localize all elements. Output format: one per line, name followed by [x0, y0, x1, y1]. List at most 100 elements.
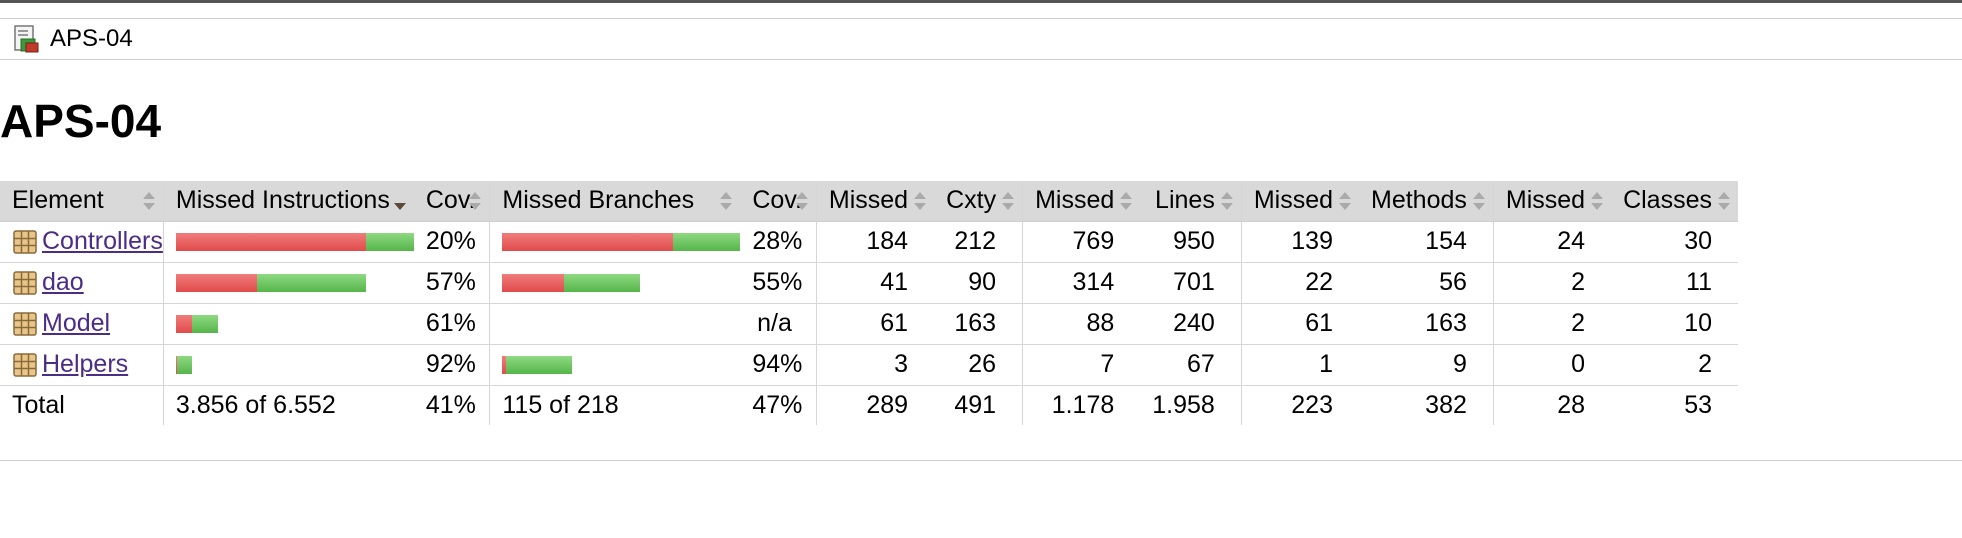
missed-cxty: 184	[815, 221, 935, 263]
total-missed-branches: 115 of 218	[489, 385, 741, 425]
header-cxty[interactable]: Cxty	[934, 181, 1023, 222]
coverage-table: Element Missed Instructions Cov. Missed …	[0, 181, 1738, 425]
cxty: 90	[934, 262, 1023, 304]
branches-coverage: 55%	[740, 262, 817, 304]
missed-bar-segment	[502, 232, 674, 251]
missed-lines: 7	[1022, 344, 1141, 386]
total-lines: 1.958	[1152, 390, 1215, 419]
element-cell-content: dao	[12, 268, 163, 297]
element-cell: Helpers	[0, 344, 164, 386]
classes: 11	[1611, 262, 1738, 304]
classes: 2	[1611, 344, 1738, 386]
package-icon	[12, 270, 38, 296]
sort-icon	[1591, 191, 1604, 210]
covered-bar-segment	[673, 232, 741, 251]
total-branches-coverage: 47%	[752, 390, 803, 419]
lines: 67	[1140, 344, 1242, 386]
header-instructions-coverage[interactable]: Cov.	[413, 181, 490, 222]
covered-bar-segment	[564, 273, 641, 292]
header-missed-cxty[interactable]: Missed	[815, 181, 935, 222]
missed-methods: 139	[1240, 221, 1359, 263]
total-missed-instructions: 3.856 of 6.552	[162, 385, 414, 425]
element-cell: Controllers	[0, 221, 164, 263]
missed-instructions	[162, 303, 414, 345]
package-icon	[12, 352, 38, 378]
header-missed-methods[interactable]: Missed	[1240, 181, 1359, 222]
missed-classes: 2	[1492, 303, 1612, 345]
header-branches-coverage[interactable]: Cov.	[740, 181, 817, 222]
missed-branches	[489, 303, 741, 345]
missed-cxty: 61	[815, 303, 935, 345]
total-missed-lines: 1.178	[1022, 385, 1141, 425]
element-cell-content: Controllers	[12, 227, 163, 256]
missed-methods: 22	[1240, 262, 1359, 304]
header-missed-branches[interactable]: Missed Branches	[489, 181, 741, 222]
table-header-row: Element Missed Instructions Cov. Missed …	[0, 181, 1738, 222]
missed-branches-bar	[502, 273, 740, 292]
total-row: Total 3.856 of 6.552 41% 115 of 218 47% …	[0, 385, 1738, 425]
package-icon	[12, 229, 38, 255]
header-missed-instructions[interactable]: Missed Instructions	[162, 181, 414, 222]
package-link[interactable]: Model	[42, 309, 111, 337]
element-cell-content: Helpers	[12, 350, 163, 379]
missed-branches-bar	[502, 355, 740, 374]
sort-icon	[1002, 191, 1015, 210]
sort-icon	[1220, 191, 1233, 210]
header-classes[interactable]: Classes	[1611, 181, 1738, 222]
sort-icon	[795, 191, 808, 210]
package-link[interactable]: Helpers	[42, 350, 129, 378]
missed-classes: 0	[1492, 344, 1612, 386]
element-cell: dao	[0, 262, 164, 304]
table-row: Controllers 20% 28% 184 212 769 950 139 154 24 30	[0, 221, 1738, 263]
covered-bar-segment	[506, 355, 573, 374]
sort-icon	[1339, 191, 1351, 210]
covered-bar-segment	[176, 355, 192, 374]
header-methods[interactable]: Methods	[1359, 181, 1494, 222]
missed-methods: 1	[1240, 344, 1359, 386]
header-element[interactable]: Element	[0, 181, 164, 222]
missed-instructions-bar	[175, 232, 414, 251]
sort-icon	[914, 191, 927, 210]
sort-descending-icon	[393, 192, 406, 210]
cxty: 212	[934, 221, 1023, 263]
missed-instructions-bar	[175, 273, 414, 292]
header-missed-classes[interactable]: Missed	[1492, 181, 1612, 222]
instructions-coverage: 92%	[413, 344, 490, 386]
footer-divider	[0, 460, 1962, 461]
sort-icon	[1472, 191, 1485, 210]
missed-instructions	[162, 221, 414, 263]
package-link[interactable]: dao	[42, 268, 84, 296]
total-missed-cxty: 289	[815, 385, 935, 425]
report-icon	[12, 24, 42, 54]
missed-bar-segment	[175, 355, 177, 374]
covered-bar-segment	[256, 273, 366, 292]
cxty: 26	[934, 344, 1023, 386]
header-missed-lines[interactable]: Missed	[1022, 181, 1141, 222]
missed-instructions	[162, 344, 414, 386]
branches-coverage: 28%	[740, 221, 817, 263]
table-row: dao 57% 55% 41 90 314 701 22 56 2 11	[0, 262, 1738, 304]
missed-lines: 88	[1022, 303, 1141, 345]
missed-classes: 2	[1492, 262, 1612, 304]
top-border	[0, 0, 1962, 3]
missed-methods: 61	[1240, 303, 1359, 345]
breadcrumb: APS-04	[0, 18, 1962, 60]
missed-cxty: 41	[815, 262, 935, 304]
missed-branches	[489, 344, 741, 386]
lines: 240	[1140, 303, 1242, 345]
instructions-coverage: 61%	[413, 303, 490, 345]
header-lines[interactable]: Lines	[1140, 181, 1242, 222]
lines: 950	[1140, 221, 1242, 263]
sort-icon	[469, 191, 482, 210]
total-label: Total	[12, 390, 65, 419]
classes: 10	[1611, 303, 1738, 345]
package-link[interactable]: Controllers	[42, 227, 163, 255]
instructions-coverage: 57%	[413, 262, 490, 304]
sort-icon	[720, 191, 733, 210]
branches-coverage: 94%	[740, 344, 817, 386]
table-row: Helpers 92% 94% 3 26 7 67 1 9 0 2	[0, 344, 1738, 386]
missed-lines: 314	[1022, 262, 1141, 304]
breadcrumb-label[interactable]: APS-04	[50, 25, 133, 52]
missed-branches-bar	[502, 232, 741, 251]
total-classes: 53	[1684, 390, 1712, 419]
